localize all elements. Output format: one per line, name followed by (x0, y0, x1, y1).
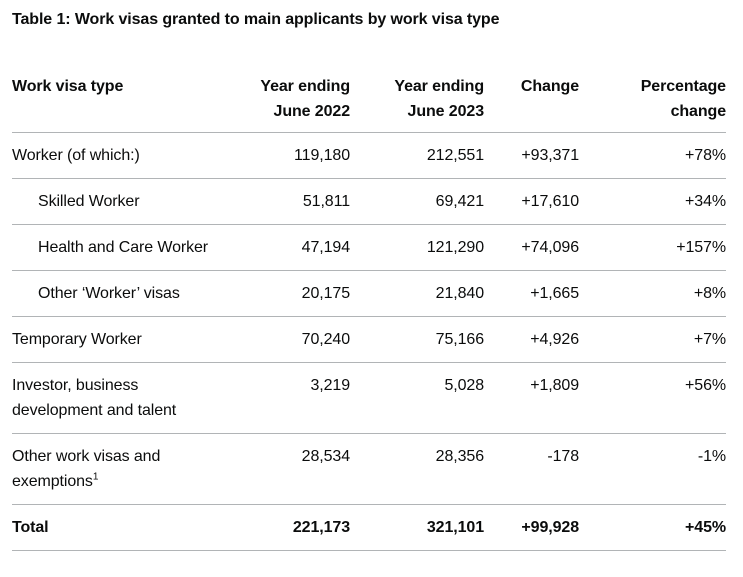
visa-type-cell: Health and Care Worker (12, 224, 214, 271)
value-cell: +78% (579, 132, 726, 179)
column-header-1: Work visa type (12, 74, 214, 133)
value-cell: 212,551 (350, 132, 484, 179)
value-cell: 75,166 (350, 316, 484, 363)
table-row: Other work visas and exemptions1 28,534 28… (12, 433, 726, 505)
total-row: Total 221,173 321,101 +99,928 +45% (12, 504, 726, 551)
value-cell: +157% (579, 224, 726, 271)
column-header-5: Percentage change (579, 74, 726, 133)
value-cell: +45% (579, 504, 726, 551)
value-cell: 20,175 (214, 270, 350, 317)
table-row: Worker (of which:) 119,180 212,551 +93,371 +… (12, 132, 726, 179)
column-header-3: Year ending June 2023 (350, 74, 484, 133)
visa-type-cell: Worker (of which:) (12, 132, 214, 179)
value-cell: 21,840 (350, 270, 484, 317)
footnote-marker: 1 (92, 471, 99, 483)
value-cell: +93,371 (484, 132, 579, 179)
value-cell: 221,173 (214, 504, 350, 551)
visa-type-cell: Temporary Worker (12, 316, 214, 363)
value-cell: +1,665 (484, 270, 579, 317)
value-cell: 119,180 (214, 132, 350, 179)
table-title: Table 1: Work visas granted to main appl… (12, 11, 500, 28)
visa-type-cell: Skilled Worker (12, 178, 214, 225)
column-header-4: Change (484, 74, 579, 133)
value-cell: 70,240 (214, 316, 350, 363)
table-header: Work visa type Year ending June 2022 Year … (12, 74, 726, 133)
value-cell: +56% (579, 362, 726, 434)
value-cell: 5,028 (350, 362, 484, 434)
value-cell: +17,610 (484, 178, 579, 225)
visa-type-cell: Total (12, 504, 214, 551)
value-cell: +99,928 (484, 504, 579, 551)
value-cell: 51,811 (214, 178, 350, 225)
header-row: Work visa type Year ending June 2022 Year … (12, 74, 726, 133)
table-row: Health and Care Worker 47,194 121,290 +74,0… (12, 224, 726, 271)
value-cell: 121,290 (350, 224, 484, 271)
value-cell: +74,096 (484, 224, 579, 271)
table-row: Temporary Worker 70,240 75,166 +4,926 +7% (12, 316, 726, 363)
value-cell: -178 (484, 433, 579, 505)
visa-type-cell: Other work visas and exemptions1 (12, 433, 214, 505)
work-visa-table: Work visa type Year ending June 2022 Year … (12, 74, 726, 551)
column-header-2: Year ending June 2022 (214, 74, 350, 133)
value-cell: 3,219 (214, 362, 350, 434)
value-cell: +4,926 (484, 316, 579, 363)
value-cell: 47,194 (214, 224, 350, 271)
table-row: Other ‘Worker’ visas 20,175 21,840 +1,665 +8… (12, 270, 726, 317)
value-cell: +8% (579, 270, 726, 317)
table-body: Worker (of which:) 119,180 212,551 +93,371 +… (12, 132, 726, 551)
value-cell: 321,101 (350, 504, 484, 551)
page: Table 1: Work visas granted to main appl… (12, 11, 726, 551)
visa-type-cell: Other ‘Worker’ visas (12, 270, 214, 317)
value-cell: +1,809 (484, 362, 579, 434)
value-cell: +7% (579, 316, 726, 363)
table-row: Investor, business development and talen… (12, 362, 726, 434)
table-row: Skilled Worker 51,811 69,421 +17,610 +34% (12, 178, 726, 225)
value-cell: 69,421 (350, 178, 484, 225)
visa-type-cell: Investor, business development and talen… (12, 362, 214, 434)
value-cell: 28,534 (214, 433, 350, 505)
value-cell: -1% (579, 433, 726, 505)
value-cell: +34% (579, 178, 726, 225)
value-cell: 28,356 (350, 433, 484, 505)
